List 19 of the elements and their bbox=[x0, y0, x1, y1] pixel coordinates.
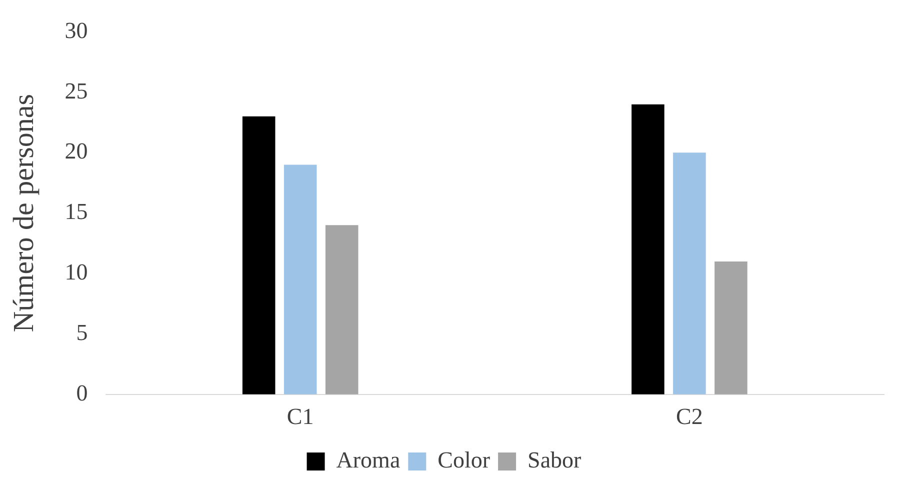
bar bbox=[714, 261, 748, 394]
bar bbox=[632, 104, 664, 394]
y-tick-label: 30 bbox=[64, 18, 88, 43]
legend-label: Aroma bbox=[336, 448, 400, 473]
bar bbox=[242, 116, 276, 394]
y-tick-label: 20 bbox=[64, 138, 88, 164]
y-tick-label: 0 bbox=[76, 380, 88, 406]
y-tick-label: 15 bbox=[64, 199, 88, 224]
y-tick-label: 25 bbox=[64, 78, 88, 104]
legend-label: Color bbox=[438, 448, 490, 473]
legend-label: Sabor bbox=[528, 448, 582, 473]
bar bbox=[284, 164, 317, 394]
x-tick-label: C1 bbox=[286, 404, 314, 430]
y-axis-title: Número de personas bbox=[8, 94, 40, 332]
bar bbox=[325, 225, 358, 394]
bar bbox=[673, 152, 706, 394]
x-tick-label: C2 bbox=[676, 404, 703, 430]
y-tick-label: 5 bbox=[76, 320, 88, 346]
y-tick-label: 10 bbox=[64, 260, 88, 285]
